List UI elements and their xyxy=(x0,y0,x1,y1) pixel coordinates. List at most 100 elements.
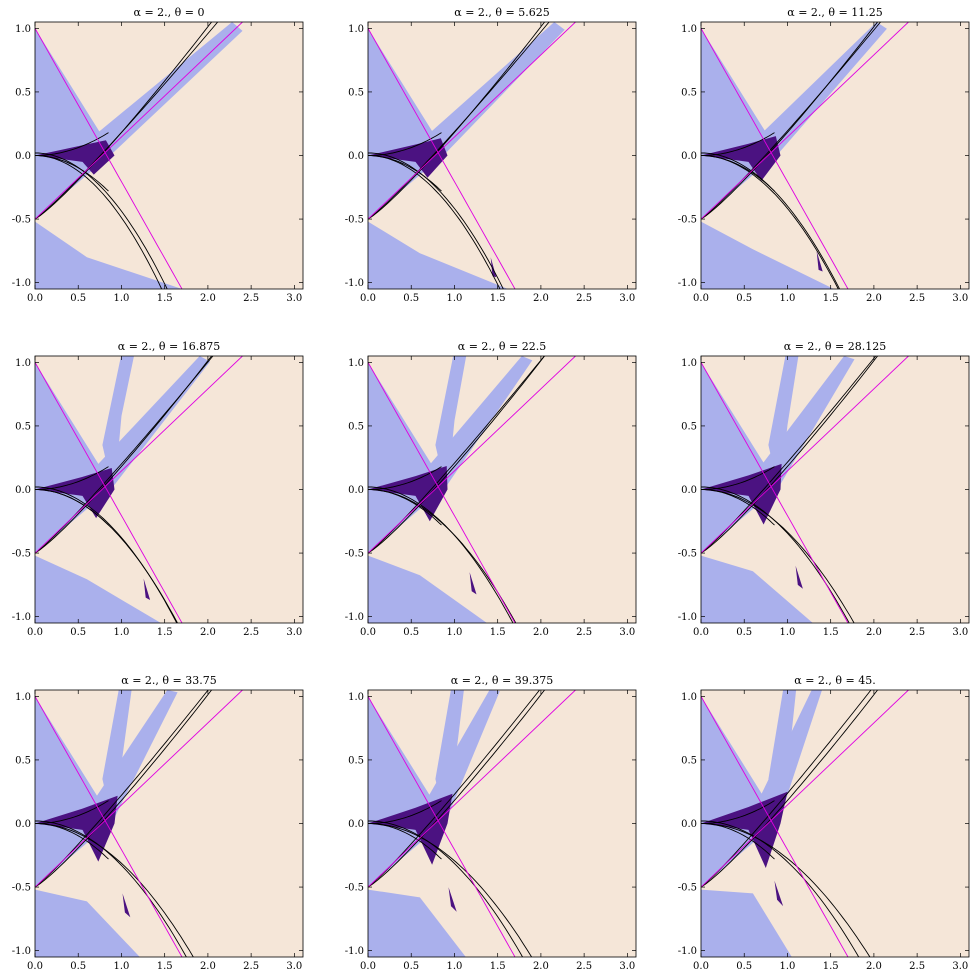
x-tick-label: 2.0 xyxy=(533,961,549,972)
curve-magenta-line xyxy=(368,356,576,554)
curve-black-upper-arc-2 xyxy=(35,22,219,220)
x-tick-label: 2.0 xyxy=(200,627,216,638)
y-tick-label: -1.0 xyxy=(12,612,31,623)
x-tick-label: 1.5 xyxy=(823,961,839,972)
region-dark-cusp xyxy=(368,466,448,522)
curve-black-lower-arc-2 xyxy=(701,820,860,957)
x-tick-label: 0.0 xyxy=(360,627,376,638)
x-tick-label: 1.0 xyxy=(113,961,129,972)
y-tick-label: 1.0 xyxy=(681,24,697,35)
curve-black-lower-arc xyxy=(368,155,501,289)
panel-4: 0.0 0.5 1.0 1.5 2.0 2.5 3.0 1.0 0.5 0.0 -0.5 -1.0 α … xyxy=(12,340,304,638)
curve-magenta-descending xyxy=(35,696,183,957)
x-tick-label: 1.0 xyxy=(779,627,795,638)
region-dark-spike xyxy=(448,887,457,912)
curve-black-cusp-top xyxy=(701,132,775,156)
x-tick-label: 0.5 xyxy=(736,293,752,304)
x-tick-label: 1.5 xyxy=(490,293,506,304)
region-dark-cusp xyxy=(35,140,115,175)
x-tick-label: 3.0 xyxy=(619,961,635,972)
curve-black-cusp-bottom xyxy=(35,155,109,192)
region-light-lower xyxy=(368,555,487,623)
curve-magenta-descending xyxy=(35,28,183,289)
y-tick-label: -1.0 xyxy=(345,278,364,289)
curve-black-cusp-top xyxy=(35,466,109,490)
panel-5: 0.0 0.5 1.0 1.5 2.0 2.5 3.0 1.0 0.5 0.0 -0.5 -1.0 α … xyxy=(345,340,637,638)
y-tick-label: -1.0 xyxy=(12,278,31,289)
region-light-arc xyxy=(768,356,799,484)
x-tick-label: 0.0 xyxy=(27,961,43,972)
x-tick-label: 1.5 xyxy=(157,627,173,638)
curve-black-cusp-top xyxy=(368,466,442,490)
x-tick-label: 3.0 xyxy=(619,627,635,638)
curve-black-cusp-bottom xyxy=(701,489,775,526)
region-light-lower xyxy=(701,889,792,957)
y-tick-label: 0.5 xyxy=(348,87,364,98)
x-tick-label: 1.5 xyxy=(823,627,839,638)
x-tick-label: 0.0 xyxy=(27,293,43,304)
y-tick-label: -0.5 xyxy=(678,215,697,226)
panel-8: 0.0 0.5 1.0 1.5 2.0 2.5 3.0 1.0 0.5 0.0 -0.5 -1.0 α … xyxy=(345,674,637,972)
curve-black-upper-arc xyxy=(368,690,546,888)
region-dark-cusp xyxy=(35,795,118,862)
x-tick-label: 3.0 xyxy=(952,961,968,972)
region-light-arc xyxy=(768,690,797,818)
y-tick-label: 0.0 xyxy=(348,819,364,830)
x-tick-label: 2.0 xyxy=(866,627,882,638)
curve-magenta-descending xyxy=(701,696,849,957)
curve-black-lower-arc xyxy=(701,823,871,957)
x-tick-label: 3.0 xyxy=(619,293,635,304)
x-tick-label: 0.5 xyxy=(736,961,752,972)
curve-black-upper-arc xyxy=(701,356,879,554)
x-tick-label: 2.5 xyxy=(909,293,925,304)
panel-title: α = 2., θ = 45. xyxy=(794,674,875,687)
y-tick-label: 1.0 xyxy=(15,24,31,35)
curve-magenta-descending xyxy=(701,362,849,623)
region-dark-spike xyxy=(816,250,823,272)
panel-2: 0.0 0.5 1.0 1.5 2.0 2.5 3.0 1.0 0.5 0.0 -0.5 -1.0 α … xyxy=(345,6,637,304)
region-dark-spike xyxy=(490,257,497,278)
curve-black-cusp-top xyxy=(368,800,442,824)
y-tick-label: 1.0 xyxy=(681,358,697,369)
y-tick-label: 1.0 xyxy=(15,358,31,369)
panel-title: α = 2., θ = 5.625 xyxy=(454,6,549,19)
curve-magenta-line xyxy=(368,690,576,888)
region-light-wedge xyxy=(368,362,446,554)
x-tick-label: 1.5 xyxy=(490,627,506,638)
y-tick-label: 1.0 xyxy=(348,692,364,703)
curve-magenta-descending xyxy=(35,362,183,623)
curve-black-cusp-bottom xyxy=(35,823,109,860)
x-tick-label: 1.0 xyxy=(446,627,462,638)
y-tick-label: 0.5 xyxy=(15,755,31,766)
region-dark-cusp xyxy=(701,136,781,181)
curve-black-upper-arc xyxy=(35,356,213,554)
panel-6: 0.0 0.5 1.0 1.5 2.0 2.5 3.0 1.0 0.5 0.0 -0.5 -1.0 α … xyxy=(678,340,970,638)
region-light-lower xyxy=(701,555,813,623)
x-tick-label: 2.0 xyxy=(200,293,216,304)
x-tick-label: 2.0 xyxy=(866,961,882,972)
y-tick-label: -0.5 xyxy=(345,549,364,560)
curve-black-lower-arc xyxy=(35,823,194,957)
curve-black-lower-arc xyxy=(368,823,533,957)
x-tick-label: 1.0 xyxy=(113,627,129,638)
curve-black-cusp-bottom xyxy=(701,823,775,860)
curve-magenta-line xyxy=(35,690,243,888)
x-tick-label: 2.5 xyxy=(243,293,259,304)
region-light-band xyxy=(88,356,211,487)
region-light-arc xyxy=(102,356,134,484)
region-light-arc xyxy=(435,356,467,484)
panel-title: α = 2., θ = 0 xyxy=(134,6,205,19)
curve-black-cusp-bottom xyxy=(368,823,442,860)
x-tick-label: 0.0 xyxy=(693,627,709,638)
curve-black-upper-arc-2 xyxy=(701,22,882,220)
region-light-arc xyxy=(435,690,464,818)
panel-title: α = 2., θ = 11.25 xyxy=(787,6,882,19)
curve-magenta-descending xyxy=(368,362,516,623)
region-light-wedge xyxy=(35,696,113,888)
curve-magenta-line xyxy=(35,22,243,220)
y-tick-label: -1.0 xyxy=(678,946,697,957)
x-tick-label: 2.0 xyxy=(533,627,549,638)
y-tick-label: -0.5 xyxy=(678,549,697,560)
region-dark-cusp xyxy=(368,793,453,865)
x-tick-label: 3.0 xyxy=(952,293,968,304)
